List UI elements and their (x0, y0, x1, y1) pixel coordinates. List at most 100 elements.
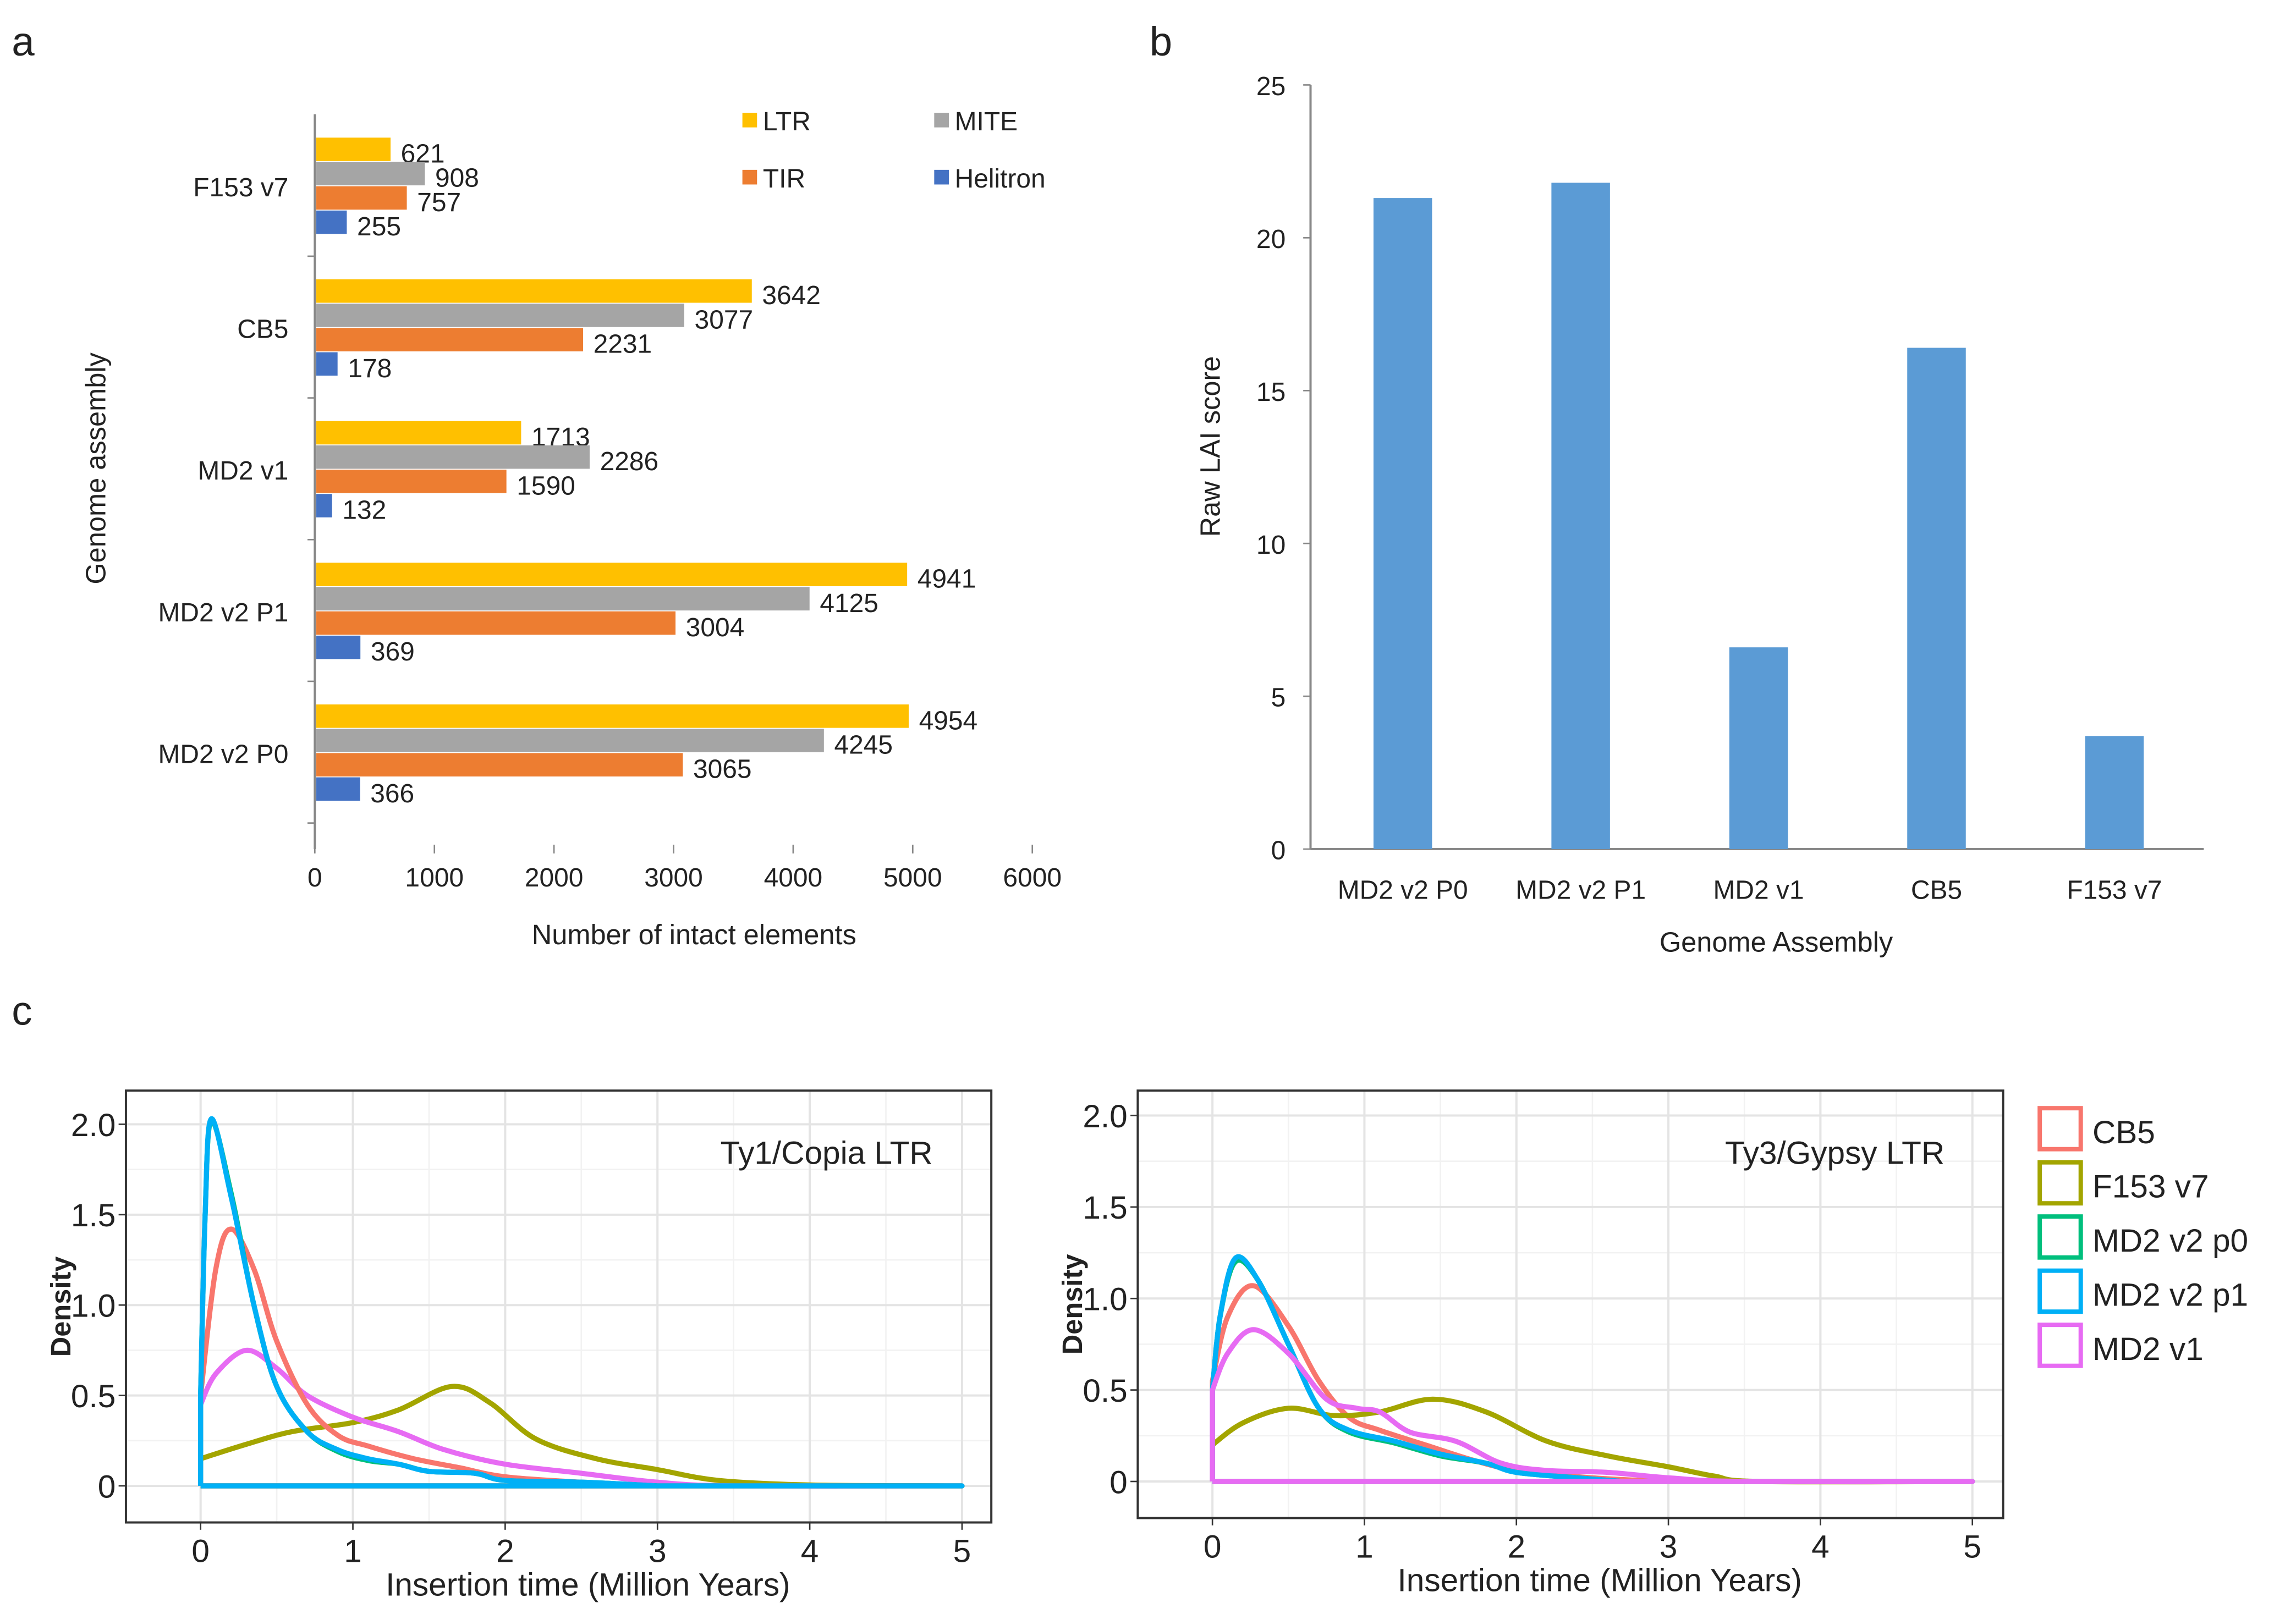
bar-value-label: 2286 (600, 447, 659, 476)
y-tick-label: 25 (1256, 72, 1286, 101)
category-label: MD2 v2 P0 (158, 740, 288, 769)
x-tick-label: 4000 (764, 863, 823, 893)
plot-border (124, 1089, 993, 1524)
bar-value-label: 255 (357, 212, 401, 241)
legend-label: LTR (763, 107, 811, 136)
y-tick-label: 5 (1271, 684, 1286, 713)
x-tick-label: 0 (191, 1533, 210, 1569)
bar-value-label: 178 (348, 354, 392, 383)
x-tick-label: 1 (344, 1533, 362, 1569)
bar-value-label: 4245 (834, 730, 893, 759)
bar-value-label: 4941 (918, 565, 976, 594)
bar (1907, 348, 1966, 850)
density-line-cb5 (198, 1226, 965, 1489)
y-tick-label: 1.0 (1083, 1282, 1127, 1318)
bar-value-label: 2231 (594, 330, 652, 359)
x-tick-label: 1000 (405, 863, 464, 893)
bar-mite (316, 729, 824, 752)
legend-key (2037, 1160, 2083, 1206)
legend-label: TIR (763, 164, 805, 194)
legend-swatch (742, 113, 757, 128)
y-tick-label: 0 (1271, 836, 1286, 866)
x-tick-label: 6000 (1003, 863, 1062, 893)
category-label: MD2 v1 (197, 456, 288, 486)
x-axis-title: Insertion time (Million Years) (1398, 1563, 1802, 1599)
legend-swatch (934, 169, 949, 185)
bar-value-label: 4125 (820, 589, 878, 618)
x-tick-label: 2 (496, 1533, 514, 1569)
x-axis-title: Number of intact elements (532, 919, 856, 950)
legend-key (2037, 1106, 2083, 1152)
x-axis-title: Genome Assembly (1660, 926, 1893, 957)
bar-ltr (316, 704, 909, 728)
bar-value-label: 908 (435, 164, 479, 193)
panel-c-copia-chart: 0 1 2 3 4 5 0 0.5 1.0 1.5 2.0 Ty1/Copia LTR Insertio… (45, 1089, 993, 1603)
category-label: F153 v7 (193, 173, 288, 202)
bar-ltr (316, 279, 752, 303)
bar-ltr (316, 563, 908, 586)
x-tick-label: 5 (953, 1533, 971, 1569)
y-axis-title: Density (1057, 1254, 1088, 1355)
y-tick-label: 20 (1256, 225, 1286, 254)
y-tick-label: 2.0 (1083, 1099, 1127, 1134)
y-tick-label: 0.5 (71, 1379, 116, 1414)
density-line-md2-v2-p1 (198, 1116, 965, 1489)
legend-swatch (742, 169, 757, 185)
bar-helitron (316, 352, 338, 376)
y-axis-title: Density (45, 1257, 76, 1357)
bar-tir (316, 328, 583, 351)
bar-value-label: 3065 (693, 755, 752, 784)
x-tick-label: 5 (1963, 1529, 1981, 1565)
plot-border (1136, 1089, 2004, 1519)
legend-label: MD2 v2 p1 (2092, 1277, 2248, 1313)
panel-b-chart: 0 5 10 15 20 25 MD2 v2 P0 MD2 v2 P1 MD2 v1 CB5 F15… (1194, 72, 2204, 957)
x-tick-label: 5000 (883, 863, 942, 893)
bar (1729, 647, 1788, 850)
x-tick-label: 1 (1355, 1529, 1374, 1565)
bar (1373, 198, 1432, 850)
y-tick-label: 0 (1109, 1464, 1128, 1500)
x-tick-label: 3000 (644, 863, 703, 893)
bar-mite (316, 587, 810, 611)
category-label: F153 v7 (2067, 876, 2162, 905)
legend-label: Helitron (955, 164, 1046, 194)
y-tick-label: 0.5 (1083, 1373, 1127, 1409)
bar (2085, 736, 2144, 850)
bar-value-label: 1590 (517, 471, 575, 500)
bar-value-label: 369 (371, 637, 415, 666)
y-tick-label: 1.0 (71, 1288, 116, 1324)
bar-value-label: 3077 (695, 305, 754, 334)
bar-helitron (316, 210, 347, 234)
y-tick-label: 1.5 (71, 1198, 116, 1233)
x-tick-label: 4 (801, 1533, 819, 1569)
bar-tir (316, 753, 683, 776)
bar-mite (316, 304, 684, 327)
bar-value-label: 3004 (686, 613, 745, 642)
x-tick-label: 3 (649, 1533, 667, 1569)
x-tick-label: 2000 (525, 863, 584, 893)
x-tick-label: 2 (1507, 1529, 1525, 1565)
x-tick-label: 0 (307, 863, 322, 893)
panel-label-c: c (12, 988, 32, 1033)
plot-title: Ty3/Gypsy LTR (1725, 1135, 1945, 1171)
bar-helitron (316, 494, 332, 517)
y-tick-label: 1.5 (1083, 1190, 1127, 1226)
bar-value-label: 366 (370, 779, 414, 808)
category-label: CB5 (237, 315, 288, 344)
panel-label-b: b (1150, 19, 1172, 64)
legend-key (2037, 1268, 2083, 1314)
bar-tir (316, 470, 507, 493)
legend-label: F153 v7 (2092, 1169, 2209, 1205)
x-axis-title: Insertion time (Million Years) (386, 1567, 790, 1603)
bar-value-label: 4954 (919, 706, 978, 735)
legend-label: MITE (955, 107, 1018, 136)
bar-helitron (316, 777, 360, 801)
x-tick-label: 4 (1811, 1529, 1830, 1565)
legend-key (2037, 1214, 2083, 1260)
bar-tir (316, 186, 407, 210)
x-tick-label: 0 (1204, 1529, 1222, 1565)
category-label: MD2 v2 P1 (158, 598, 288, 627)
legend-swatch (934, 113, 949, 128)
panel-label-a: a (12, 19, 35, 64)
